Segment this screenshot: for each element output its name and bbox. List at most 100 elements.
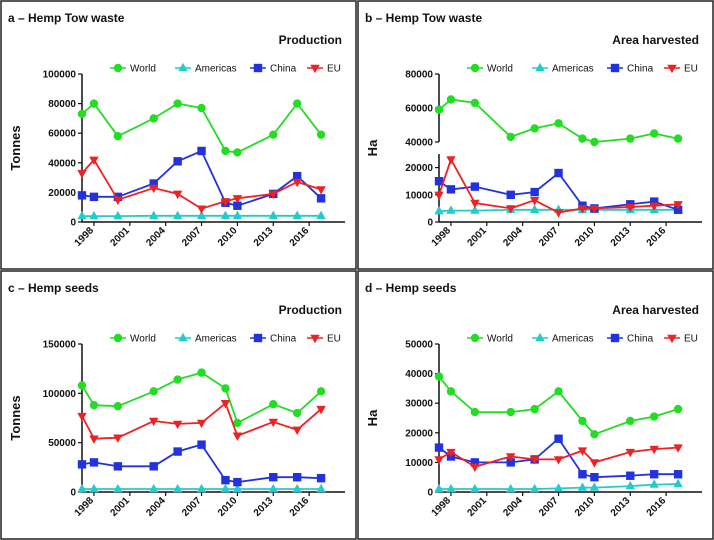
x-tick-label: 2013 bbox=[252, 495, 276, 519]
point bbox=[434, 191, 444, 200]
point bbox=[649, 479, 659, 488]
panel-border bbox=[0, 270, 357, 540]
point bbox=[446, 483, 456, 493]
point bbox=[196, 210, 207, 219]
y-tick-label: 40000 bbox=[405, 369, 433, 380]
y-tick-label: 0 bbox=[427, 488, 433, 499]
point bbox=[292, 473, 302, 482]
point bbox=[113, 434, 123, 443]
y-tick-label: 60000 bbox=[48, 129, 76, 140]
point bbox=[530, 187, 539, 197]
point bbox=[268, 418, 278, 428]
point bbox=[578, 134, 587, 143]
point bbox=[268, 190, 278, 200]
legend-marker bbox=[667, 64, 677, 74]
point bbox=[149, 179, 158, 188]
point bbox=[232, 432, 243, 441]
x-tick-label: 2013 bbox=[609, 495, 633, 519]
point bbox=[673, 478, 683, 488]
point bbox=[470, 463, 480, 473]
x-tick-label: 2007 bbox=[180, 225, 204, 249]
point bbox=[77, 381, 87, 390]
x-tick-label: 2016 bbox=[288, 495, 312, 519]
point bbox=[221, 146, 230, 156]
x-tick-label: 2001 bbox=[465, 225, 489, 249]
point bbox=[292, 426, 302, 436]
point bbox=[77, 169, 87, 179]
x-tick-label: 2010 bbox=[216, 495, 240, 519]
x-tick-label: 2004 bbox=[144, 495, 168, 519]
legend-label: China bbox=[270, 64, 297, 75]
point bbox=[446, 156, 456, 165]
x-tick-label: 1998 bbox=[73, 495, 97, 519]
point bbox=[268, 483, 278, 493]
point bbox=[316, 186, 326, 195]
point bbox=[149, 483, 159, 493]
point bbox=[233, 477, 242, 487]
point bbox=[578, 416, 587, 426]
point bbox=[446, 95, 456, 104]
point bbox=[673, 470, 683, 479]
y-tick-label: 0 bbox=[70, 488, 76, 499]
point bbox=[173, 447, 182, 456]
legend-marker bbox=[535, 332, 545, 342]
point bbox=[113, 401, 123, 411]
point bbox=[434, 443, 444, 452]
panel-title: d – Hemp seeds bbox=[365, 281, 457, 295]
x-tick-label: 2013 bbox=[252, 225, 276, 249]
point bbox=[89, 435, 99, 444]
point bbox=[316, 130, 326, 139]
panel-subtitle: Production bbox=[279, 303, 342, 317]
point bbox=[232, 483, 243, 493]
x-tick-label: 2004 bbox=[144, 225, 168, 249]
point bbox=[626, 471, 635, 480]
panel-border bbox=[0, 0, 357, 270]
point bbox=[172, 190, 183, 200]
x-tick-label: 2016 bbox=[288, 225, 312, 249]
x-tick-label: 2007 bbox=[537, 495, 561, 519]
point bbox=[89, 458, 99, 467]
x-tick-label: 2010 bbox=[573, 495, 597, 519]
y-axis-label: Ha bbox=[365, 409, 380, 426]
y-tick-label: 0 bbox=[427, 218, 433, 229]
point bbox=[554, 387, 563, 396]
legend-label: Americas bbox=[195, 64, 237, 75]
panel-border bbox=[357, 0, 714, 270]
y-tick-label: 50000 bbox=[48, 438, 76, 449]
point bbox=[506, 483, 516, 493]
point bbox=[470, 98, 480, 108]
point bbox=[577, 482, 588, 491]
legend-marker bbox=[470, 333, 480, 343]
y-tick-label: 100000 bbox=[43, 70, 77, 81]
point bbox=[529, 204, 540, 213]
y-tick-label: 0 bbox=[70, 218, 76, 229]
point bbox=[434, 372, 444, 381]
y-tick-label: 60000 bbox=[405, 104, 433, 115]
point bbox=[553, 483, 564, 492]
point bbox=[113, 462, 123, 471]
point bbox=[316, 387, 326, 396]
point bbox=[446, 448, 456, 458]
y-axis-label: Tonnes bbox=[8, 125, 23, 170]
point bbox=[649, 197, 659, 206]
point bbox=[269, 399, 278, 409]
point bbox=[172, 210, 183, 219]
point bbox=[89, 99, 99, 108]
legend-marker bbox=[610, 63, 620, 73]
legend-label: World bbox=[487, 334, 513, 345]
point bbox=[470, 483, 480, 493]
legend-marker bbox=[667, 334, 677, 344]
panel-subtitle: Area harvested bbox=[612, 33, 699, 47]
point bbox=[673, 205, 683, 214]
point bbox=[446, 387, 456, 396]
panel-subtitle: Area harvested bbox=[612, 303, 699, 317]
point bbox=[196, 205, 207, 214]
legend-marker bbox=[178, 62, 188, 72]
y-tick-label: 80000 bbox=[405, 70, 433, 81]
y-tick-label: 80000 bbox=[48, 99, 76, 110]
point bbox=[530, 404, 539, 414]
legend-marker bbox=[178, 332, 188, 342]
point bbox=[269, 130, 278, 139]
point bbox=[625, 203, 635, 213]
point bbox=[89, 156, 99, 166]
